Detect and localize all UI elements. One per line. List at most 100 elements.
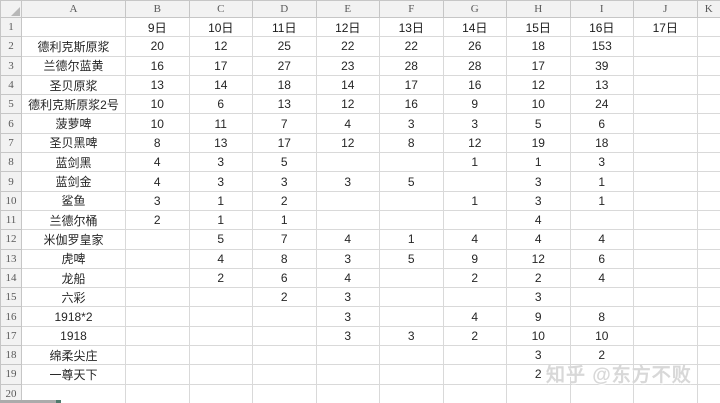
cell-E18[interactable] <box>315 345 380 366</box>
cell-A19[interactable]: 一尊天下 <box>21 364 126 385</box>
cell-G2[interactable]: 26 <box>442 36 507 57</box>
cell-I19[interactable] <box>569 364 634 385</box>
cell-J2[interactable] <box>633 36 698 57</box>
cell-F8[interactable] <box>379 152 444 173</box>
cell-D20[interactable] <box>252 383 317 403</box>
cell-F12[interactable]: 1 <box>379 229 444 250</box>
cell-H5[interactable]: 10 <box>506 94 571 115</box>
column-header-F[interactable]: F <box>379 0 444 18</box>
row-header-8[interactable]: 8 <box>0 152 22 173</box>
cell-D3[interactable]: 27 <box>252 55 317 76</box>
cell-B13[interactable] <box>125 248 190 269</box>
cell-H3[interactable]: 17 <box>506 55 571 76</box>
bottom-scroll-strip[interactable] <box>0 400 56 403</box>
cell-G15[interactable] <box>442 287 507 308</box>
cell-H4[interactable]: 12 <box>506 74 571 96</box>
cell-I7[interactable]: 18 <box>569 132 634 154</box>
cell-D19[interactable] <box>252 364 317 385</box>
cell-G5[interactable]: 9 <box>442 94 507 115</box>
cell-K19[interactable] <box>696 364 720 385</box>
cell-F11[interactable] <box>379 209 444 231</box>
cell-G19[interactable] <box>442 364 507 385</box>
cell-C3[interactable]: 17 <box>188 55 253 76</box>
column-header-A[interactable]: A <box>21 0 126 18</box>
column-header-J[interactable]: J <box>633 0 698 18</box>
date-cell-B1[interactable]: 9日 <box>125 16 190 38</box>
cell-K13[interactable] <box>696 248 720 269</box>
cell-C10[interactable]: 1 <box>188 190 253 211</box>
cell-H15[interactable]: 3 <box>506 287 571 308</box>
cell-J5[interactable] <box>633 94 698 115</box>
cell-F15[interactable] <box>379 287 444 308</box>
cell-C7[interactable]: 13 <box>188 132 253 154</box>
cell-F5[interactable]: 16 <box>379 94 444 115</box>
cell-B17[interactable] <box>125 325 190 347</box>
cell-A18[interactable]: 绵柔尖庄 <box>21 345 126 366</box>
row-header-17[interactable]: 17 <box>0 325 22 347</box>
row-header-12[interactable]: 12 <box>0 229 22 250</box>
cell-D5[interactable]: 13 <box>252 94 317 115</box>
cell-G10[interactable]: 1 <box>442 190 507 211</box>
cell-H17[interactable]: 10 <box>506 325 571 347</box>
cell-C8[interactable]: 3 <box>188 152 253 173</box>
cell-I6[interactable]: 6 <box>569 113 634 134</box>
cell-C20[interactable] <box>188 383 253 403</box>
cell-H12[interactable]: 4 <box>506 229 571 250</box>
cell-E19[interactable] <box>315 364 380 385</box>
cell-K18[interactable] <box>696 345 720 366</box>
cell-J11[interactable] <box>633 209 698 231</box>
cell-B15[interactable] <box>125 287 190 308</box>
cell-I15[interactable] <box>569 287 634 308</box>
cell-D16[interactable] <box>252 306 317 327</box>
date-cell-G1[interactable]: 14日 <box>442 16 507 38</box>
cell-F17[interactable]: 3 <box>379 325 444 347</box>
cell-H14[interactable]: 2 <box>506 267 571 289</box>
cell-H13[interactable]: 12 <box>506 248 571 269</box>
cell-G3[interactable]: 28 <box>442 55 507 76</box>
cell-C5[interactable]: 6 <box>188 94 253 115</box>
cell-J6[interactable] <box>633 113 698 134</box>
cell-A13[interactable]: 虎啤 <box>21 248 126 269</box>
cell-B4[interactable]: 13 <box>125 74 190 96</box>
cell-I11[interactable] <box>569 209 634 231</box>
cell-H2[interactable]: 18 <box>506 36 571 57</box>
cell-A5[interactable]: 德利克斯原浆2号 <box>21 94 126 115</box>
row-header-7[interactable]: 7 <box>0 132 22 154</box>
cell-B11[interactable]: 2 <box>125 209 190 231</box>
column-header-G[interactable]: G <box>442 0 507 18</box>
row-header-16[interactable]: 16 <box>0 306 22 327</box>
cell-B9[interactable]: 4 <box>125 171 190 192</box>
cell-D17[interactable] <box>252 325 317 347</box>
cell-K16[interactable] <box>696 306 720 327</box>
cell-J14[interactable] <box>633 267 698 289</box>
cell-F13[interactable]: 5 <box>379 248 444 269</box>
cell-F14[interactable] <box>379 267 444 289</box>
cell-A15[interactable]: 六彩 <box>21 287 126 308</box>
cell-F2[interactable]: 22 <box>379 36 444 57</box>
date-cell-C1[interactable]: 10日 <box>188 16 253 38</box>
row-header-13[interactable]: 13 <box>0 248 22 269</box>
cell-I3[interactable]: 39 <box>569 55 634 76</box>
cell-B12[interactable] <box>125 229 190 250</box>
cell-G20[interactable] <box>442 383 507 403</box>
cell-G9[interactable] <box>442 171 507 192</box>
cell-I2[interactable]: 153 <box>569 36 634 57</box>
cell-K6[interactable] <box>696 113 720 134</box>
cell-G18[interactable] <box>442 345 507 366</box>
cell-F9[interactable]: 5 <box>379 171 444 192</box>
row-header-20[interactable]: 20 <box>0 383 22 403</box>
cell-K8[interactable] <box>696 152 720 173</box>
cell-J20[interactable] <box>633 383 698 403</box>
cell-E5[interactable]: 12 <box>315 94 380 115</box>
cell-B6[interactable]: 10 <box>125 113 190 134</box>
cell-D13[interactable]: 8 <box>252 248 317 269</box>
column-header-B[interactable]: B <box>125 0 190 18</box>
cell-G13[interactable]: 9 <box>442 248 507 269</box>
cell-A3[interactable]: 兰德尔蓝黄 <box>21 55 126 76</box>
column-header-E[interactable]: E <box>315 0 380 18</box>
cell-J16[interactable] <box>633 306 698 327</box>
cell-B2[interactable]: 20 <box>125 36 190 57</box>
cell-C18[interactable] <box>188 345 253 366</box>
cell-I20[interactable] <box>569 383 634 403</box>
cell-F4[interactable]: 17 <box>379 74 444 96</box>
